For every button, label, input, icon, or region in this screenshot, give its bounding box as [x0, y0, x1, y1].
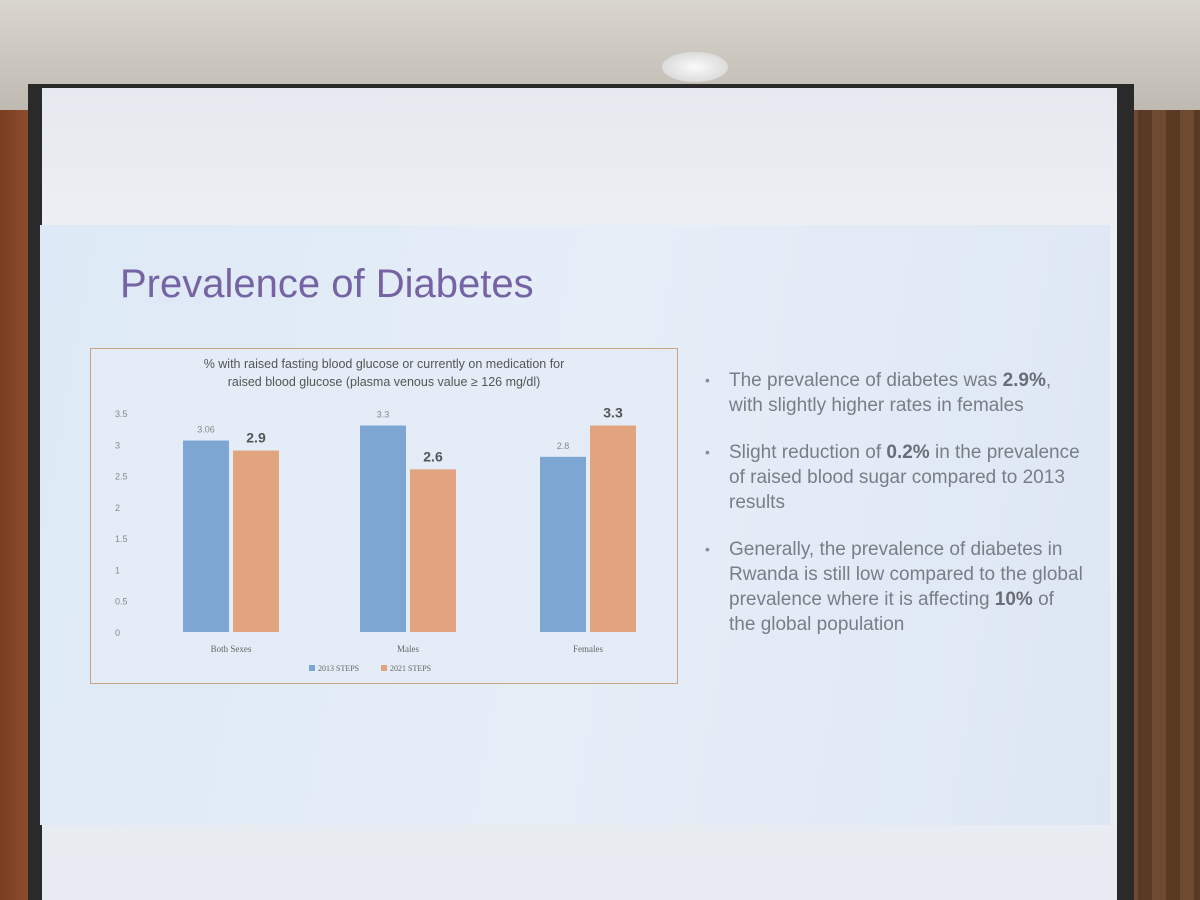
y-tick-label: 3 — [115, 440, 120, 450]
bullet-highlight: 0.2% — [886, 442, 930, 463]
data-label: 3.3 — [377, 410, 390, 420]
bar — [183, 440, 229, 632]
bullet-item: Generally, the prevalence of diabetes in… — [705, 537, 1085, 637]
bullet-item: The prevalence of diabetes was 2.9%, wit… — [705, 368, 1085, 418]
data-label: 3.3 — [603, 405, 623, 421]
data-label: 2.6 — [423, 448, 443, 464]
legend-label: 2021 STEPS — [390, 664, 431, 673]
chart-title-line-1: % with raised fasting blood glucose or c… — [203, 357, 565, 371]
category-label: Both Sexes — [211, 644, 252, 654]
y-tick-label: 2 — [115, 503, 120, 513]
bullet-highlight: 2.9% — [1002, 370, 1046, 391]
category-label: Females — [573, 644, 603, 654]
bullet-text: Slight reduction of — [729, 442, 887, 463]
chart-title-line-2: raised blood glucose (plasma venous valu… — [227, 375, 541, 389]
bullet-text: The prevalence of diabetes was — [729, 370, 1003, 391]
data-label: 3.06 — [197, 425, 215, 435]
y-tick-label: 1.5 — [115, 534, 128, 544]
y-tick-label: 2.5 — [115, 472, 128, 482]
bullet-text: , with slightly higher rates in females — [729, 370, 1052, 416]
bullet-list: The prevalence of diabetes was 2.9%, wit… — [705, 368, 1085, 659]
chart-title: % with raised fasting blood glucose or c… — [91, 349, 677, 391]
chart-container: % with raised fasting blood glucose or c… — [90, 348, 678, 684]
data-label: 2.8 — [557, 441, 570, 451]
bullet-text: Generally, the prevalence of diabetes in… — [729, 539, 1083, 610]
slide-title: Prevalence of Diabetes — [120, 262, 534, 306]
bar — [590, 425, 636, 632]
bar — [540, 456, 586, 632]
category-label: Males — [397, 644, 419, 654]
bullet-item: Slight reduction of 0.2% in the prevalen… — [705, 440, 1085, 515]
y-tick-label: 0 — [115, 628, 120, 638]
y-tick-label: 1 — [115, 565, 120, 575]
bullet-highlight: 10% — [994, 589, 1033, 610]
bar — [410, 469, 456, 632]
bar — [233, 450, 279, 632]
bar-chart: 0 0.5 1 1.5 2 2.5 3 3.5 3.06 2.9 Both Sexes 3.3 2.6 M… — [115, 405, 636, 673]
legend-swatch — [381, 665, 387, 671]
bar — [360, 425, 406, 632]
bullet-text: of the global population — [729, 589, 1054, 635]
legend-swatch — [309, 665, 315, 671]
y-tick-label: 0.5 — [115, 597, 128, 607]
data-label: 2.9 — [246, 430, 266, 446]
smoke-detector — [662, 52, 728, 82]
bullet-text: in the prevalence of raised blood sugar … — [729, 442, 1080, 513]
y-tick-label: 3.5 — [115, 409, 128, 419]
legend-label: 2013 STEPS — [318, 664, 359, 673]
